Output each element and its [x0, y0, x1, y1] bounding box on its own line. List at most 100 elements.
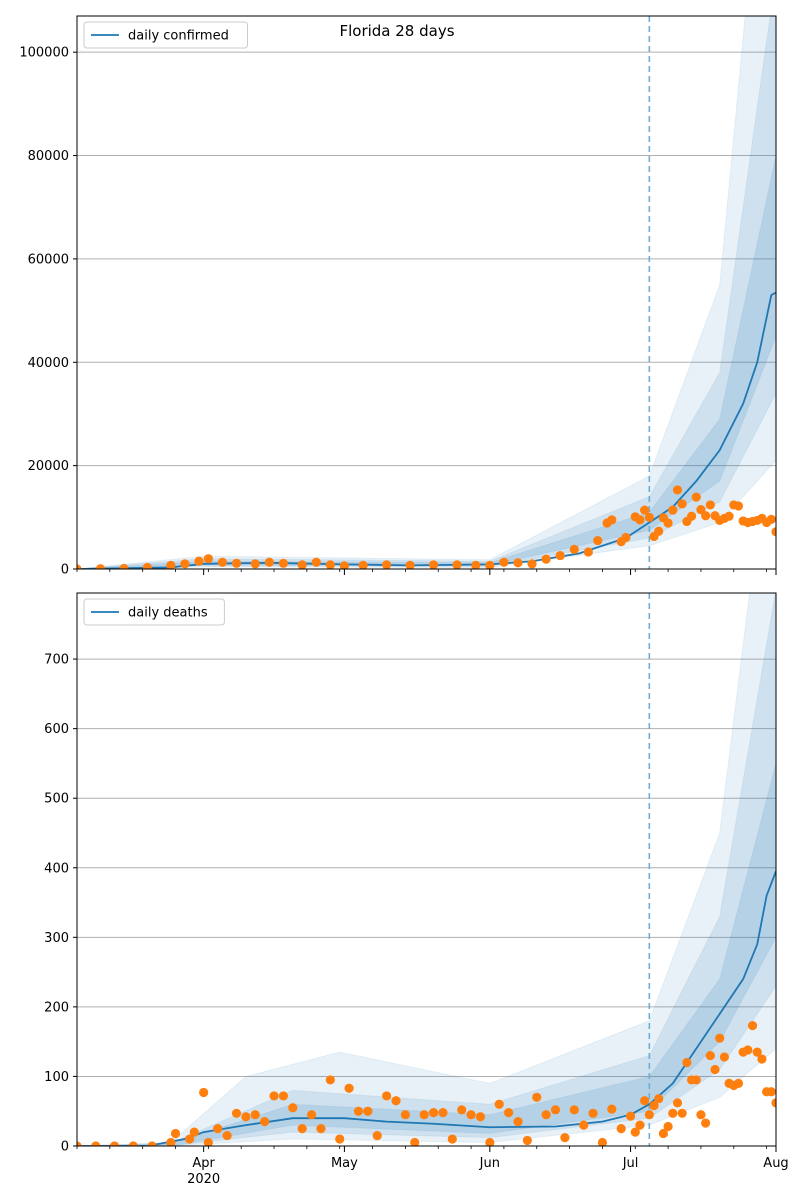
- data-point: [607, 515, 617, 525]
- data-point: [471, 560, 481, 569]
- x-tick-label: 2020: [187, 1172, 220, 1187]
- y-tick-label: 400: [44, 861, 69, 876]
- data-point: [166, 560, 176, 569]
- data-point: [363, 1106, 373, 1116]
- data-point: [705, 1050, 715, 1061]
- legend-label: daily confirmed: [128, 29, 229, 44]
- x-tick-label: Aug: [763, 1156, 788, 1171]
- data-point: [616, 1124, 626, 1134]
- data-point: [231, 1108, 242, 1118]
- data-point: [658, 1128, 669, 1139]
- data-point: [400, 1110, 410, 1120]
- data-point: [649, 1101, 659, 1111]
- data-point: [278, 558, 289, 568]
- data-point: [644, 1110, 654, 1120]
- y-tick-label: 80000: [28, 149, 69, 164]
- y-tick-label: 700: [44, 653, 69, 668]
- data-point: [405, 560, 415, 569]
- data-point: [771, 1098, 776, 1108]
- data-point: [447, 1134, 457, 1144]
- data-point: [532, 1092, 542, 1102]
- data-point: [747, 1021, 758, 1031]
- data-point: [527, 559, 537, 569]
- y-tick-label: 0: [61, 1140, 69, 1155]
- data-point: [95, 564, 106, 569]
- data-point: [91, 1141, 101, 1146]
- y-tick-label: 200: [44, 1000, 69, 1015]
- data-point: [588, 1108, 598, 1118]
- data-point: [466, 1110, 476, 1120]
- data-point: [77, 564, 82, 569]
- data-point: [625, 1111, 636, 1121]
- data-point: [724, 511, 734, 521]
- figure-title: Florida 28 days: [339, 22, 454, 40]
- data-point: [583, 547, 593, 557]
- data-point: [297, 1124, 307, 1134]
- data-point: [213, 1124, 223, 1134]
- data-point: [316, 1124, 326, 1134]
- data-point: [654, 1094, 664, 1104]
- data-point: [119, 563, 129, 569]
- data-point: [335, 1134, 345, 1144]
- data-point: [701, 1118, 711, 1128]
- data-point: [682, 1057, 692, 1068]
- data-point: [569, 544, 579, 554]
- data-point: [696, 1110, 706, 1120]
- data-point: [231, 558, 242, 568]
- data-point: [438, 1108, 448, 1118]
- confidence-band: [77, 593, 776, 1146]
- data-point: [677, 1108, 687, 1118]
- data-point: [733, 501, 744, 511]
- data-point: [640, 1096, 650, 1106]
- data-point: [663, 518, 673, 528]
- legend-label: daily deaths: [128, 606, 208, 621]
- data-point: [569, 1105, 579, 1115]
- data-point: [260, 1117, 270, 1127]
- data-point: [719, 1052, 729, 1062]
- data-point: [203, 1137, 213, 1146]
- data-point: [522, 1135, 532, 1146]
- data-point: [752, 1047, 762, 1057]
- data-point: [194, 556, 204, 566]
- data-point: [410, 1137, 420, 1146]
- data-point: [325, 1075, 335, 1085]
- data-point: [733, 1078, 744, 1088]
- data-point: [358, 560, 368, 569]
- data-point: [297, 560, 307, 569]
- data-point: [607, 1104, 617, 1114]
- data-point: [382, 1091, 392, 1101]
- legend: daily confirmed: [83, 21, 248, 49]
- y-tick-label: 500: [44, 792, 69, 807]
- x-tick-label: May: [331, 1156, 358, 1171]
- data-point: [452, 560, 462, 569]
- y-tick-label: 60000: [28, 252, 69, 267]
- data-point: [593, 535, 603, 546]
- data-point: [743, 1045, 753, 1055]
- legend-box: [83, 598, 225, 626]
- confidence-band: [77, 593, 776, 1146]
- data-point: [428, 560, 439, 569]
- data-point: [654, 526, 664, 536]
- data-point: [199, 1087, 209, 1098]
- legend-box: [83, 21, 248, 49]
- data-point: [485, 560, 495, 569]
- data-point: [630, 1127, 640, 1137]
- data-point: [766, 514, 776, 524]
- data-point: [513, 1117, 523, 1127]
- y-tick-label: 20000: [28, 459, 69, 474]
- data-point: [635, 1120, 645, 1130]
- data-point: [691, 1075, 701, 1085]
- x-tick-label: Jun: [479, 1156, 500, 1171]
- data-point: [428, 1108, 439, 1118]
- data-point: [269, 1091, 279, 1101]
- data-point: [77, 1141, 82, 1146]
- data-point: [513, 558, 523, 568]
- data-point: [635, 515, 645, 525]
- data-point: [555, 550, 565, 561]
- data-point: [264, 557, 274, 567]
- data-point: [222, 1130, 232, 1141]
- data-point: [170, 1128, 181, 1139]
- data-point: [250, 1110, 260, 1120]
- x-tick-label: Jul: [622, 1156, 639, 1171]
